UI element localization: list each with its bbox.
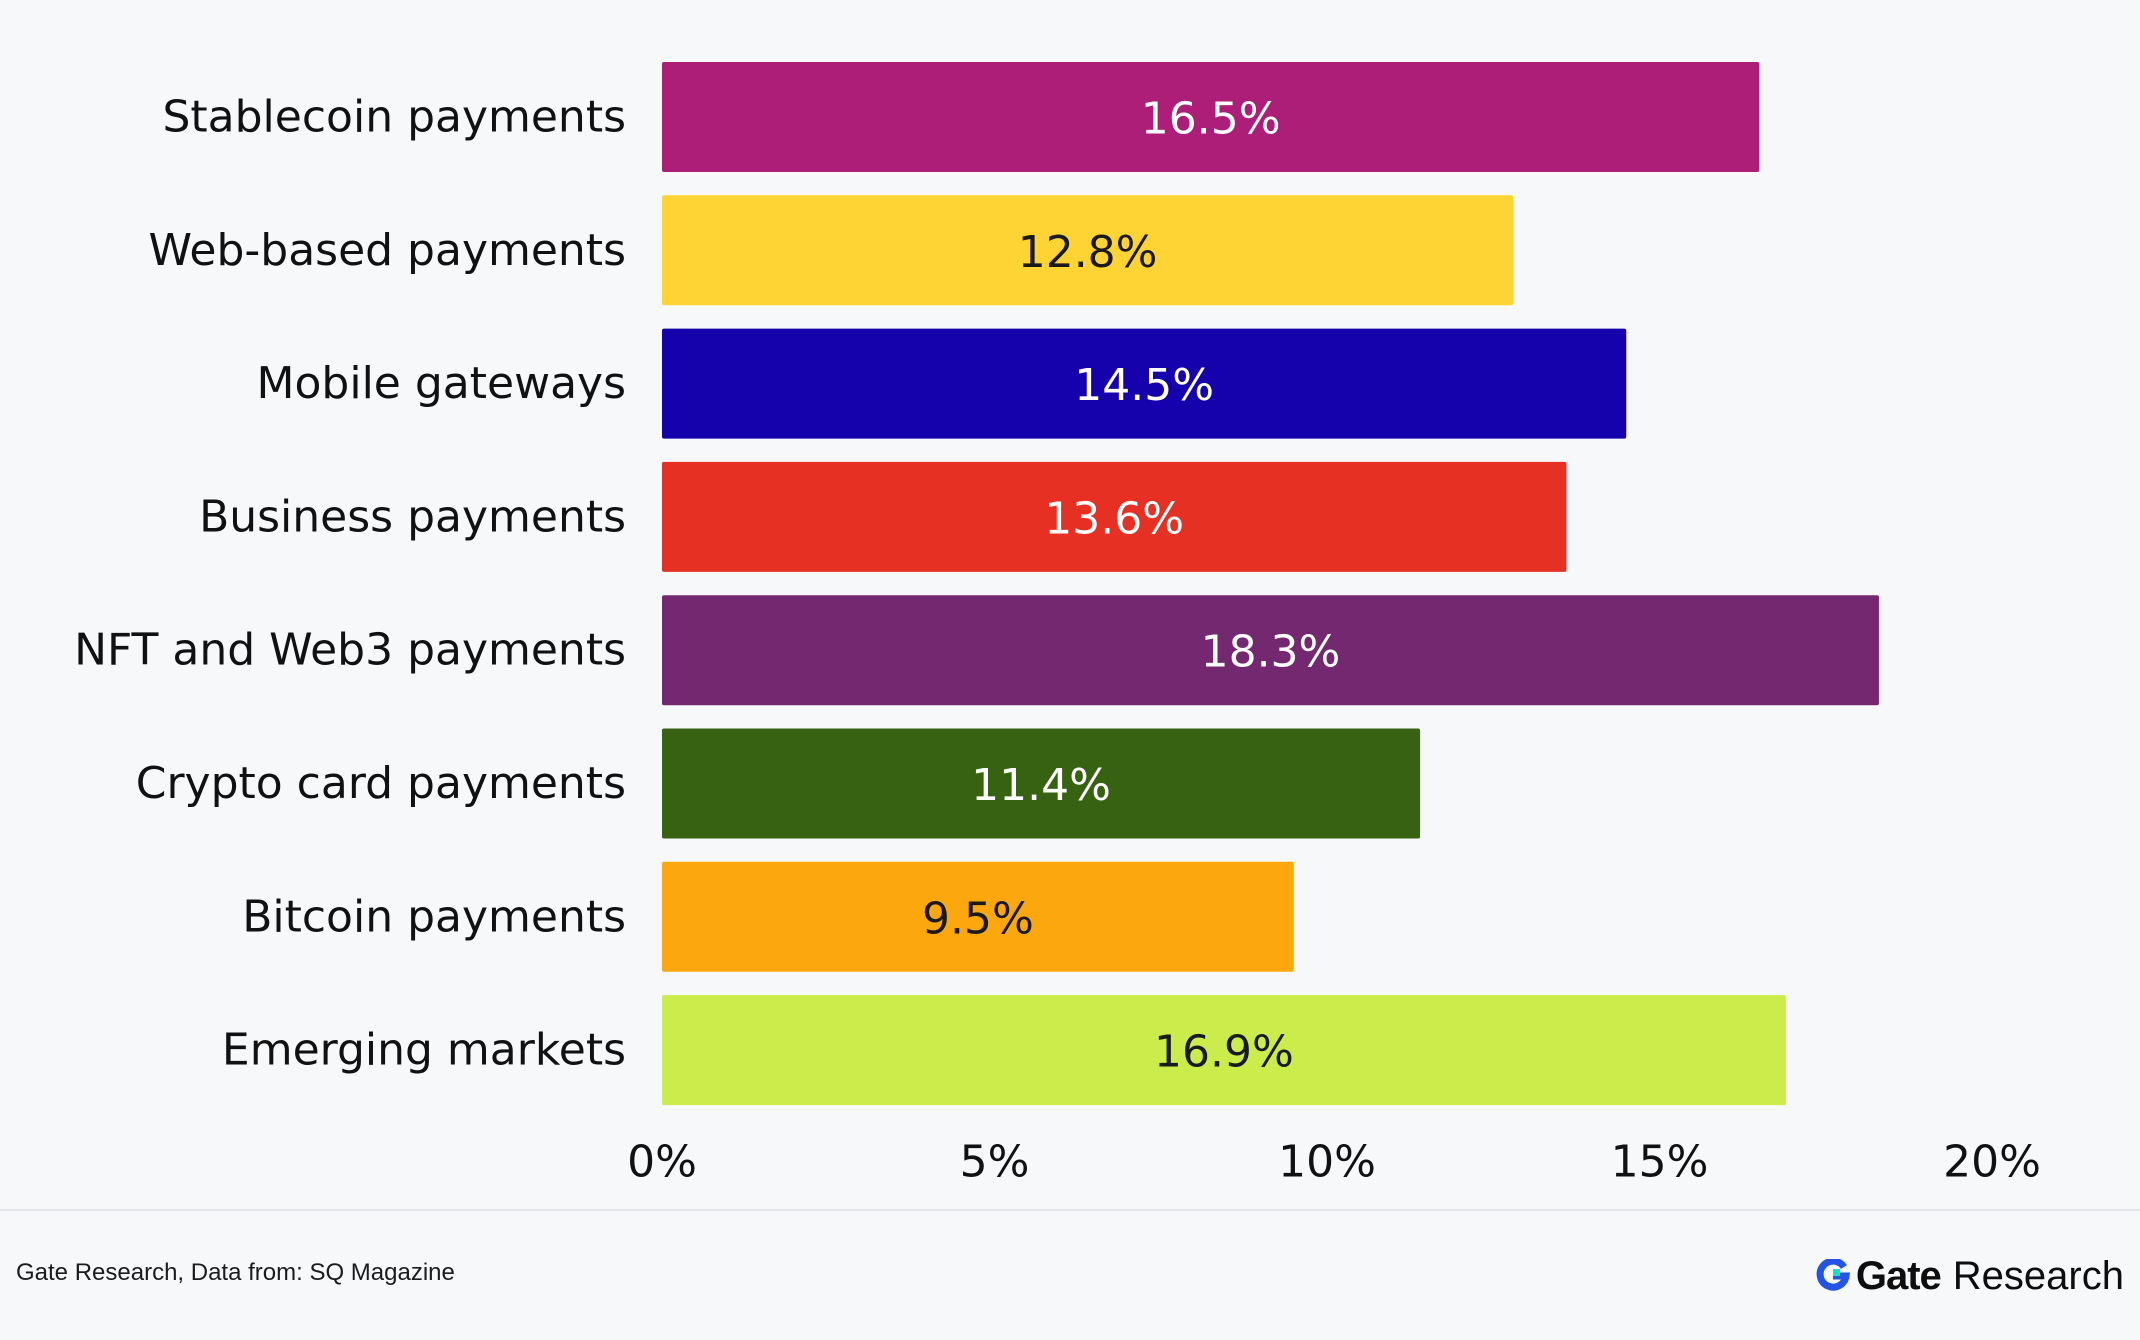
brand-sub: Research xyxy=(1952,1253,2124,1298)
category-label-7: Emerging markets xyxy=(222,1025,626,1076)
bar-4 xyxy=(662,595,1879,706)
x-tick-label-1: 5% xyxy=(960,1137,1030,1188)
value-label-2: 14.5% xyxy=(1074,360,1214,411)
value-label-7: 16.9% xyxy=(1154,1027,1294,1078)
brand-logo: Gate Research xyxy=(1816,1246,2124,1306)
category-label-3: Business payments xyxy=(199,491,626,542)
x-tick-label-0: 0% xyxy=(627,1137,697,1188)
source-note: Gate Research, Data from: SQ Magazine xyxy=(16,1259,455,1286)
value-label-0: 16.5% xyxy=(1141,94,1281,145)
value-label-1: 12.8% xyxy=(1018,227,1158,278)
value-label-3: 13.6% xyxy=(1044,493,1184,544)
bar-2 xyxy=(662,328,1627,439)
value-label-4: 18.3% xyxy=(1201,627,1341,678)
bar-chart: Stablecoin payments 16.5% Web-based paymen… xyxy=(74,62,2041,1188)
category-label-1: Web-based payments xyxy=(148,225,626,276)
x-tick-label-2: 10% xyxy=(1278,1137,1376,1188)
bar-5 xyxy=(662,728,1421,839)
category-label-2: Mobile gateways xyxy=(257,358,626,409)
bar-3 xyxy=(662,461,1567,572)
category-label-6: Bitcoin payments xyxy=(242,891,626,942)
x-tick-label-4: 20% xyxy=(1943,1137,2041,1188)
brand-name: Gate xyxy=(1855,1253,1942,1298)
value-label-5: 11.4% xyxy=(971,760,1111,811)
bar-0 xyxy=(662,62,1760,172)
value-label-6: 9.5% xyxy=(922,893,1034,944)
footer-divider xyxy=(0,1209,2140,1211)
bar-1 xyxy=(662,195,1514,306)
gate-logo-icon xyxy=(1816,1259,1850,1291)
category-label-0: Stablecoin payments xyxy=(162,92,626,143)
x-tick-label-3: 15% xyxy=(1611,1137,1709,1188)
bar-7 xyxy=(662,995,1786,1106)
category-label-5: Crypto card payments xyxy=(136,758,626,809)
bar-6 xyxy=(662,861,1294,972)
category-label-4: NFT and Web3 payments xyxy=(74,625,626,676)
